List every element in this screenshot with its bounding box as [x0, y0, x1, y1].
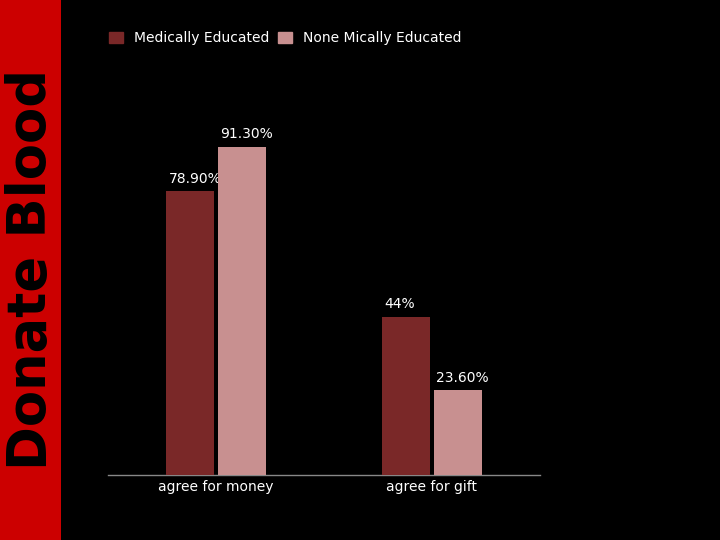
Bar [434, 390, 482, 475]
Bar [218, 146, 266, 475]
Text: 91.30%: 91.30% [220, 127, 273, 141]
Text: 44%: 44% [384, 298, 415, 312]
Text: 23.60%: 23.60% [436, 371, 489, 385]
Legend: Medically Educated, None Mically Educated: Medically Educated, None Mically Educate… [107, 29, 464, 48]
Text: 78.90%: 78.90% [168, 172, 221, 186]
Bar [166, 191, 214, 475]
Bar [382, 317, 430, 475]
Text: Donate Blood: Donate Blood [4, 70, 57, 470]
